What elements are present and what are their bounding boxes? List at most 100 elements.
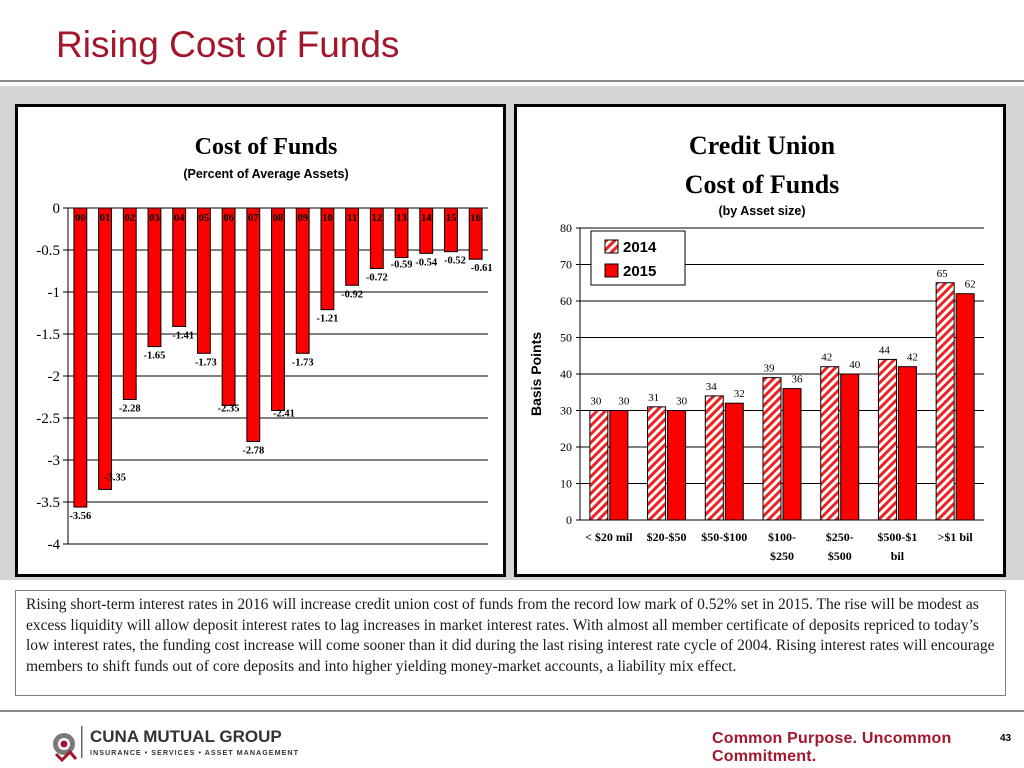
chart1-data-label: -1.21 [316, 314, 338, 325]
chart1-data-label: -0.92 [341, 289, 363, 300]
chart1-x-tick-label: 13 [396, 213, 407, 224]
chart2-bar-2014 [820, 366, 840, 521]
chart1-bar [394, 207, 409, 259]
chart1-data-label: -0.61 [471, 263, 493, 274]
chart1-y-tick-label: -2 [48, 369, 61, 385]
chart2-bar-2015 [897, 366, 917, 521]
chart1-data-label: -2.28 [119, 404, 141, 415]
chart2-data-label: 34 [706, 381, 718, 393]
chart2-data-label: 44 [879, 344, 891, 356]
chart2-x-tick-label: bil [891, 549, 905, 563]
chart1-data-label: -2.41 [273, 408, 295, 419]
chart2-legend: 2014 2015 [590, 230, 686, 286]
chart1-bar [196, 207, 211, 354]
cost-of-funds-chart-panel: Cost of Funds (Percent of Average Assets)… [15, 104, 506, 577]
chart1-y-tick-label: -3.5 [36, 495, 60, 511]
chart1-data-label: -2.35 [218, 403, 240, 414]
chart1-bar [468, 207, 483, 260]
cost-of-funds-chart: Cost of Funds (Percent of Average Assets)… [36, 134, 493, 553]
chart2-y-tick-label: 60 [560, 294, 572, 308]
credit-union-cost-chart: Credit Union Cost of Funds (by Asset size)… [528, 131, 984, 563]
chart1-bar [147, 207, 162, 348]
chart2-y-tick-label: 70 [560, 258, 572, 272]
chart2-x-tick-label: $500-$1 [877, 530, 917, 544]
chart2-bar-2015 [667, 410, 687, 521]
chart1-y-tick-label: -0.5 [36, 243, 60, 259]
chart2-data-label: 30 [590, 396, 602, 408]
chart1-data-label: -3.56 [69, 511, 91, 522]
tagline: Common Purpose. Uncommon Commitment. [712, 730, 952, 765]
chart1-x-tick-label: 02 [125, 213, 136, 224]
chart1-title: Cost of Funds [195, 134, 338, 160]
chart2-y-axis-label: Basis Points [528, 332, 544, 416]
chart2-legend-label: 2014 [623, 239, 657, 256]
cuna-mutual-logo-icon [53, 733, 78, 762]
chart2-y-tick-label: 20 [560, 440, 572, 454]
chart1-bar [295, 207, 310, 354]
chart1-x-tick-label: 03 [149, 213, 160, 224]
chart1-bar [172, 207, 187, 327]
chart1-x-tick-label: 08 [273, 213, 284, 224]
chart2-y-tick-label: 50 [560, 331, 572, 345]
chart1-y-tick-label: -2.5 [36, 411, 60, 427]
chart1-x-tick-label: 04 [174, 213, 185, 224]
chart1-x-tick-label: 06 [223, 213, 234, 224]
chart2-legend-label: 2015 [623, 263, 656, 280]
chart2-x-tick-label: $500 [828, 549, 852, 563]
chart1-x-tick-label: 12 [372, 213, 383, 224]
chart1-data-label: -0.72 [366, 272, 388, 283]
cuna-mutual-logo: CUNA MUTUAL GROUP INSURANCE • SERVICES •… [53, 726, 299, 762]
chart2-bar-2014 [704, 395, 724, 521]
chart2-bar-2015 [840, 373, 860, 521]
chart2-legend-swatch [604, 263, 619, 278]
chart1-bar [271, 207, 285, 411]
chart2-x-tick-label: >$1 bil [938, 530, 974, 544]
chart2-x-tick-label: $50-$100 [701, 530, 747, 544]
slide-title: Rising Cost of Funds [56, 24, 400, 65]
chart1-data-label: -1.73 [292, 357, 314, 368]
chart2-bar-2015 [955, 293, 975, 521]
chart2-bar-2015 [724, 402, 744, 521]
chart1-bar [122, 207, 137, 401]
chart2-y-tick-label: 80 [560, 221, 572, 235]
chart1-bar [444, 207, 458, 253]
chart2-x-tick-label: $100- [768, 530, 796, 544]
chart2-data-label: 42 [821, 352, 832, 364]
logo-name: CUNA MUTUAL GROUP [90, 727, 282, 746]
chart1-bar [369, 207, 384, 269]
chart2-y-tick-label: 30 [560, 404, 572, 418]
chart1-bar [98, 207, 112, 490]
chart2-title: Cost of Funds [685, 170, 840, 199]
chart1-x-tick-label: 09 [297, 213, 308, 224]
chart1-data-label: -1.73 [195, 357, 217, 368]
chart2-x-tick-label: $20-$50 [647, 530, 687, 544]
chart1-data-label: -1.65 [144, 351, 166, 362]
chart1-subtitle: (Percent of Average Assets) [183, 167, 348, 181]
footer-divider [0, 710, 1024, 712]
chart1-x-tick-label: 00 [75, 213, 86, 224]
chart1-y-tick-label: -1 [48, 285, 61, 301]
chart2-bar-2014 [589, 410, 609, 521]
chart1-x-tick-label: 11 [347, 213, 357, 224]
chart2-subtitle: (by Asset size) [718, 204, 805, 218]
chart2-bar-2014 [647, 406, 667, 521]
chart2-bar-2014 [935, 282, 955, 521]
chart1-x-tick-label: 10 [322, 213, 333, 224]
chart2-y-tick-label: 10 [560, 477, 572, 491]
chart2-x-tick-label: $250- [826, 530, 854, 544]
logo-subtitle: INSURANCE • SERVICES • ASSET MANAGEMENT [90, 748, 299, 757]
chart2-data-label: 42 [907, 352, 918, 364]
chart2-x-tick-label: < $20 mil [585, 530, 633, 544]
chart1-x-tick-label: 14 [421, 213, 432, 224]
chart1-bar [419, 207, 434, 254]
chart2-data-label: 62 [965, 279, 976, 291]
chart1-y-tick-label: -4 [48, 537, 61, 553]
chart2-data-label: 65 [937, 268, 949, 280]
chart2-data-label: 31 [648, 392, 659, 404]
chart2-bar-2015 [782, 388, 802, 521]
chart2-y-tick-label: 40 [560, 367, 572, 381]
chart1-bar [246, 207, 261, 443]
summary-text: Rising short-term interest rates in 2016… [15, 590, 1006, 696]
chart2-title: Credit Union [689, 131, 836, 160]
chart1-bar [345, 207, 360, 286]
